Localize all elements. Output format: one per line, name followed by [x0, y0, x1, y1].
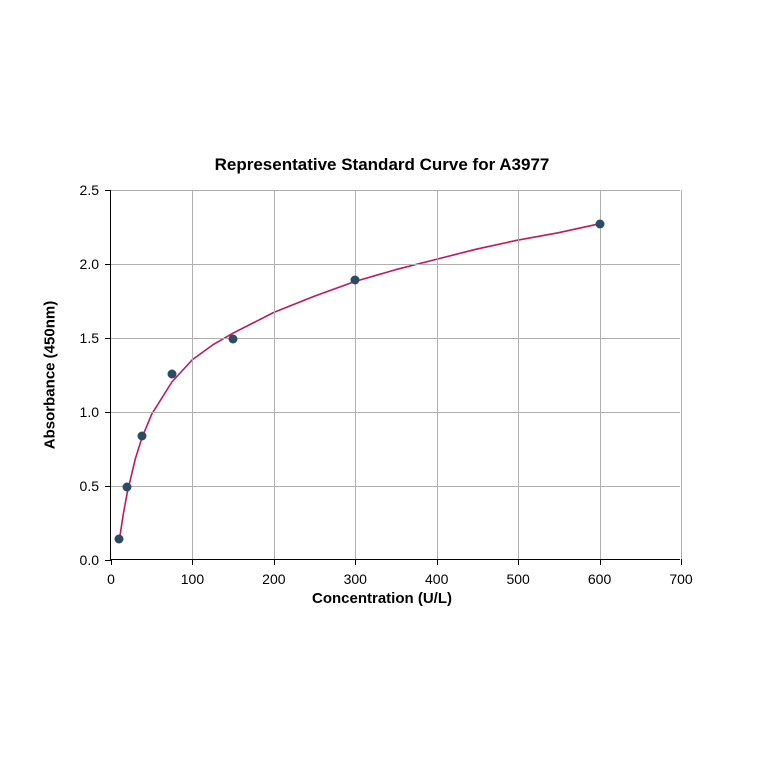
x-tick-label: 600 — [588, 571, 611, 587]
x-tick-label: 400 — [425, 571, 448, 587]
x-axis-label: Concentration (U/L) — [312, 590, 452, 607]
y-tick — [105, 412, 111, 413]
grid-line-horizontal — [111, 264, 680, 265]
x-tick — [600, 559, 601, 565]
y-tick — [105, 338, 111, 339]
x-tick-label: 0 — [107, 571, 115, 587]
grid-line-vertical — [600, 190, 601, 559]
x-tick — [274, 559, 275, 565]
x-tick-label: 200 — [262, 571, 285, 587]
grid-line-vertical — [355, 190, 356, 559]
grid-line-vertical — [437, 190, 438, 559]
data-point — [115, 535, 124, 544]
grid-line-vertical — [681, 190, 682, 559]
x-tick — [681, 559, 682, 565]
x-tick-label: 100 — [181, 571, 204, 587]
plot-area: 01002003004005006007000.00.51.01.52.02.5 — [110, 190, 680, 560]
grid-line-horizontal — [111, 412, 680, 413]
grid-line-horizontal — [111, 190, 680, 191]
y-tick — [105, 190, 111, 191]
data-point — [595, 220, 604, 229]
y-axis-label: Absorbance (450nm) — [42, 301, 59, 449]
x-tick-label: 700 — [669, 571, 692, 587]
fitted-curve — [111, 190, 680, 559]
grid-line-horizontal — [111, 338, 680, 339]
y-tick-label: 0.0 — [80, 552, 99, 568]
x-tick — [192, 559, 193, 565]
x-tick-label: 500 — [506, 571, 529, 587]
data-point — [351, 276, 360, 285]
x-tick — [518, 559, 519, 565]
data-point — [123, 483, 132, 492]
data-point — [229, 335, 238, 344]
x-tick-label: 300 — [344, 571, 367, 587]
y-tick — [105, 486, 111, 487]
data-point — [137, 431, 146, 440]
y-tick-label: 2.0 — [80, 256, 99, 272]
grid-line-vertical — [192, 190, 193, 559]
y-tick — [105, 560, 111, 561]
y-tick — [105, 264, 111, 265]
x-tick — [111, 559, 112, 565]
x-tick — [437, 559, 438, 565]
grid-line-vertical — [518, 190, 519, 559]
x-tick — [355, 559, 356, 565]
y-tick-label: 2.5 — [80, 182, 99, 198]
grid-line-horizontal — [111, 486, 680, 487]
y-tick-label: 1.0 — [80, 404, 99, 420]
y-tick-label: 0.5 — [80, 478, 99, 494]
data-point — [168, 369, 177, 378]
chart-container: 01002003004005006007000.00.51.01.52.02.5 — [110, 190, 680, 560]
y-tick-label: 1.5 — [80, 330, 99, 346]
grid-line-vertical — [274, 190, 275, 559]
chart-title: Representative Standard Curve for A3977 — [215, 155, 550, 175]
